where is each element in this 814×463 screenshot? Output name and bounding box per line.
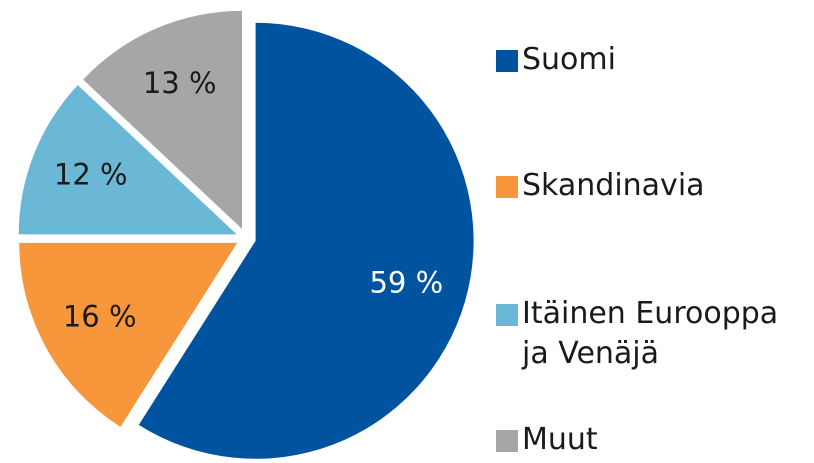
slice-label: 12 % xyxy=(54,158,128,192)
legend-label: Muut xyxy=(522,422,598,457)
legend-item: Itäinen Eurooppa ja Venäjä xyxy=(496,294,814,374)
legend-item: Muut xyxy=(496,420,814,460)
legend-swatch xyxy=(496,430,518,452)
slice-label: 13 % xyxy=(143,66,217,100)
legend-item: Suomi xyxy=(496,40,814,80)
slice-label: 16 % xyxy=(63,299,137,333)
legend-swatch xyxy=(496,304,518,326)
pie-slice xyxy=(83,10,243,229)
pie-slice xyxy=(138,22,474,459)
pie-slice xyxy=(18,85,237,235)
legend-item: Skandinavia xyxy=(496,166,814,206)
legend-label: Itäinen Eurooppa ja Venäjä xyxy=(522,296,779,371)
slice-label: 59 % xyxy=(369,266,443,300)
legend-label: Suomi xyxy=(522,42,616,77)
legend-label: Skandinavia xyxy=(522,168,705,203)
legend-swatch xyxy=(496,176,518,198)
legend-swatch xyxy=(496,50,518,72)
pie-slice xyxy=(19,242,238,427)
